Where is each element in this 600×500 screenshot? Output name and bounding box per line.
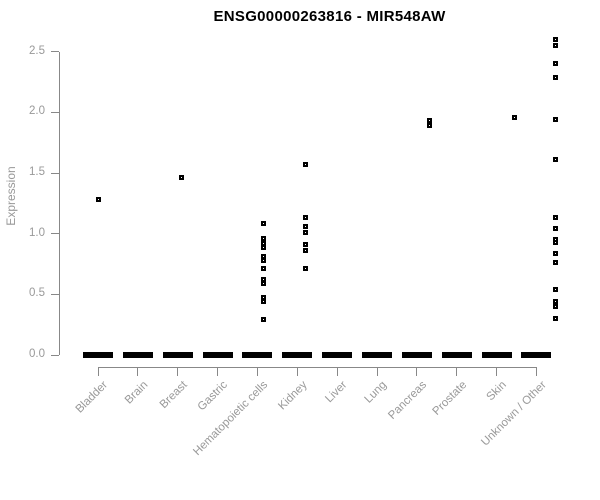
x-tick [496,367,498,376]
data-point [552,43,558,49]
data-point [512,114,518,120]
zero-cluster-bar [441,352,472,358]
x-tick-label: Prostate [430,379,470,418]
zero-cluster-bar [122,352,153,358]
x-tick-label: Hematopoietic cells [190,379,270,458]
data-point [552,239,558,245]
data-point [260,266,266,272]
zero-cluster-bar [242,352,273,358]
x-tick [217,367,219,376]
zero-cluster-bar [282,352,313,358]
zero-cluster-bar [322,352,353,358]
data-point [302,242,308,248]
data-point [302,215,308,221]
data-point [302,162,308,168]
x-tick [177,367,179,376]
data-point [260,221,266,227]
data-point [302,248,308,254]
data-point [260,244,266,250]
y-tick-label: 0.0 [29,348,45,360]
y-axis-line [59,52,60,355]
data-point [552,215,558,221]
x-tick [416,367,418,376]
y-tick-label: 2.0 [29,105,45,118]
x-tick [137,367,139,376]
x-tick-label: Bladder [73,379,111,416]
data-point [552,260,558,266]
data-point [552,226,558,232]
x-tick [535,367,537,376]
data-point [260,280,266,286]
x-tick [97,367,99,376]
data-point [260,236,266,242]
x-tick-label: Liver [323,379,350,406]
zero-cluster-bar [83,352,113,358]
zero-cluster-bar [521,352,552,358]
y-tick [51,293,59,295]
data-point [552,37,558,43]
y-tick [51,111,59,113]
x-tick-label: Gastric [195,379,231,414]
data-point [302,223,308,229]
x-tick-label: Breast [158,379,191,411]
data-point [427,118,433,124]
x-tick-label: Brain [122,379,151,407]
data-point [179,175,185,181]
y-tick-label: 0.5 [29,287,45,300]
x-tick [456,367,458,376]
x-tick [296,367,298,376]
x-tick [336,367,338,376]
x-tick-label: Lung [362,379,390,406]
y-tick [51,51,59,53]
x-tick-label: Skin [484,379,510,404]
y-tick [51,354,59,356]
y-tick-label: 1.5 [29,166,45,179]
zero-cluster-bar [202,352,233,358]
data-point [552,61,558,67]
x-tick [256,367,258,376]
data-point [302,266,308,272]
data-point [552,117,558,123]
zero-cluster-bar [401,352,432,358]
data-point [260,257,266,263]
y-tick [51,172,59,174]
data-point [552,286,558,292]
x-tick [376,367,378,376]
y-tick [51,233,59,235]
data-point [427,123,433,129]
zero-cluster-bar [162,352,193,358]
chart-title: ENSG00000263816 - MIR548AW [213,8,446,25]
data-point [552,316,558,322]
zero-cluster-bar [362,352,393,358]
y-tick-label: 1.0 [29,226,45,239]
data-point [552,157,558,163]
data-point [302,229,308,235]
x-axis-line [98,367,537,368]
data-point [260,317,266,323]
zero-cluster-bar [481,352,512,358]
data-point [552,303,558,309]
data-point [95,197,101,203]
data-point [260,299,266,305]
x-tick-label: Kidney [276,379,310,413]
data-point [552,250,558,256]
data-point [552,299,558,305]
x-tick-label: Pancreas [386,379,430,422]
data-point [552,74,558,80]
y-tick-label: 2.5 [29,44,45,57]
